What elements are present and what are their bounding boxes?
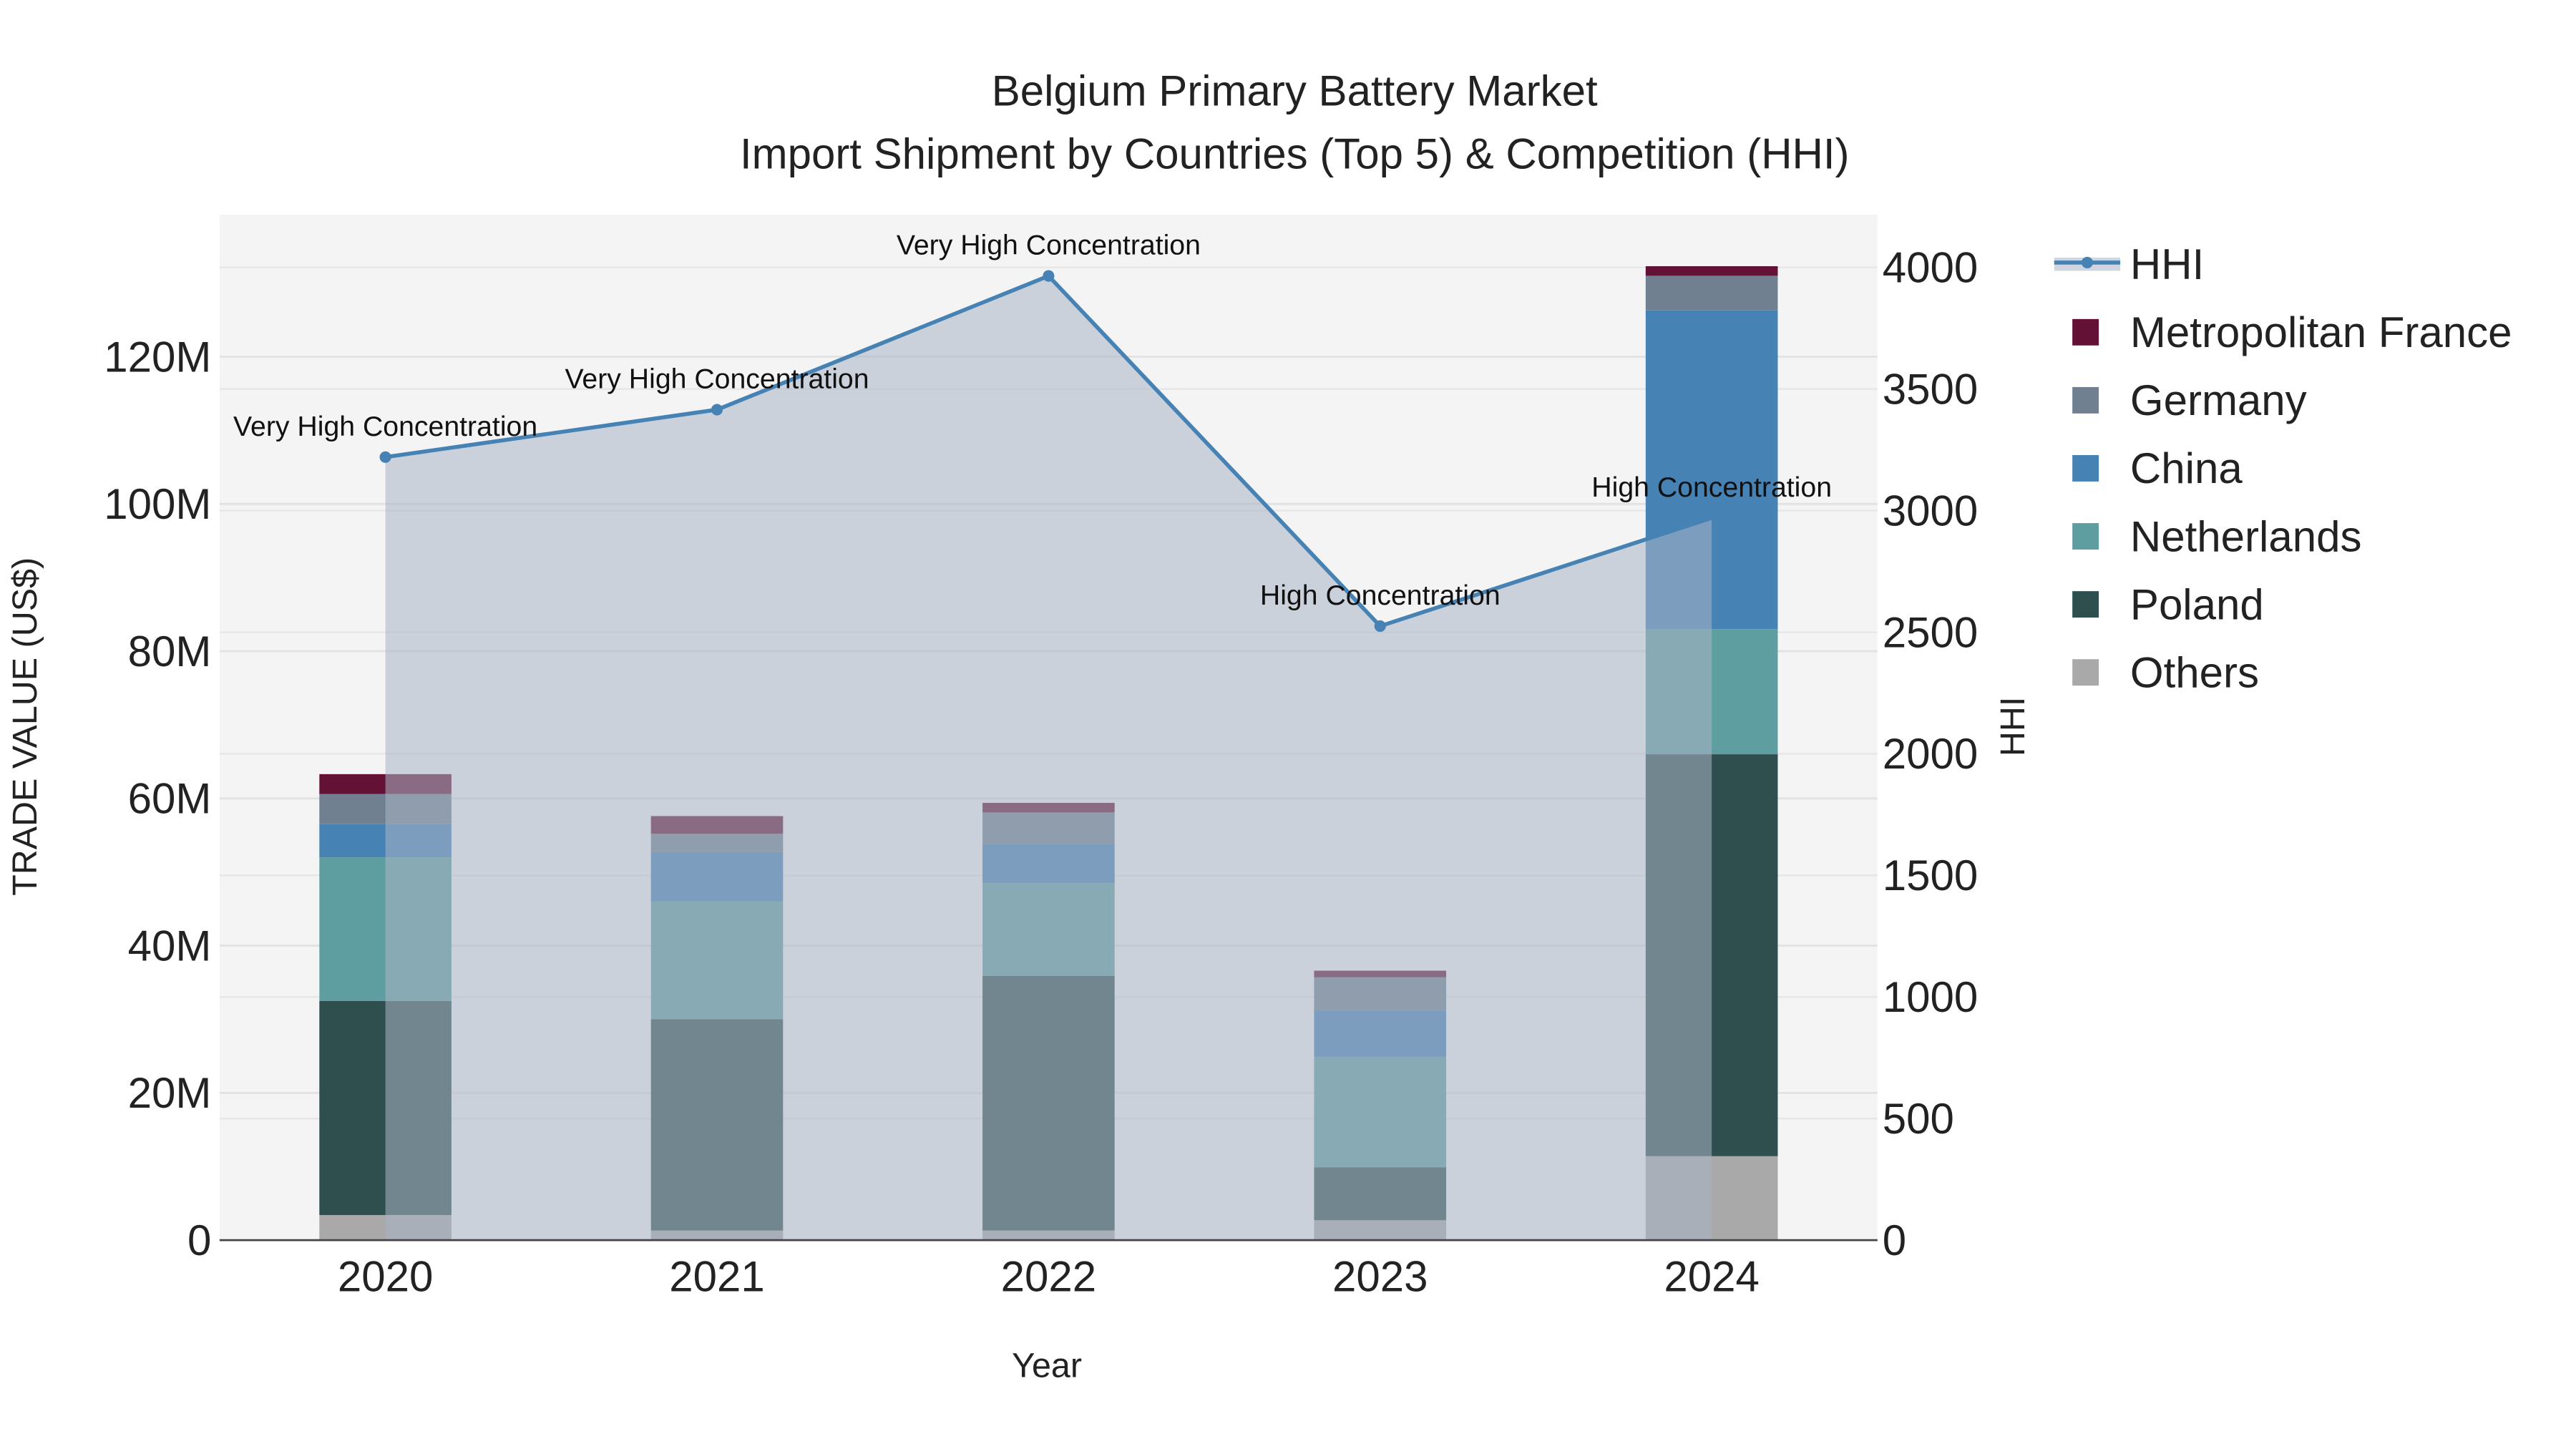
x-tick-label: 2022 bbox=[1001, 1253, 1096, 1301]
hhi-point bbox=[1374, 620, 1386, 633]
x-axis-label: Year bbox=[1012, 1347, 1082, 1385]
y-tick-label: 60M bbox=[128, 775, 212, 823]
hhi-point bbox=[379, 451, 391, 463]
y2-tick-label: 2500 bbox=[1883, 608, 1978, 656]
y-axis-label: TRADE VALUE (US$) bbox=[6, 557, 44, 896]
y2-tick-label: 0 bbox=[1883, 1216, 1906, 1264]
y2-tick-label: 3500 bbox=[1883, 365, 1978, 413]
bar-metropolitan-france-2024 bbox=[1645, 266, 1778, 276]
y2-tick-label: 1000 bbox=[1883, 973, 1978, 1021]
y2-tick-label: 4000 bbox=[1883, 244, 1978, 292]
legend-label: Others bbox=[2130, 648, 2259, 696]
legend-label: Netherlands bbox=[2130, 512, 2362, 560]
y-tick-label: 80M bbox=[128, 628, 212, 675]
hhi-annotation: Very High Concentration bbox=[897, 230, 1201, 261]
legend-hhi-marker bbox=[2081, 256, 2093, 268]
legend-swatch bbox=[2072, 318, 2099, 346]
legend-swatch bbox=[2072, 455, 2099, 482]
chart-subtitle: Import Shipment by Countries (Top 5) & C… bbox=[740, 130, 1850, 177]
hhi-annotation: High Concentration bbox=[1260, 580, 1501, 611]
hhi-annotation: Very High Concentration bbox=[233, 411, 537, 442]
hhi-point bbox=[711, 404, 723, 416]
x-tick-label: 2021 bbox=[669, 1253, 764, 1301]
y2-tick-label: 2000 bbox=[1883, 730, 1978, 778]
x-tick-label: 2024 bbox=[1664, 1253, 1759, 1301]
y-tick-label: 40M bbox=[128, 922, 212, 970]
hhi-point bbox=[1043, 270, 1055, 282]
legend-label: HHI bbox=[2130, 240, 2204, 288]
y-tick-label: 20M bbox=[128, 1069, 212, 1117]
y-tick-label: 100M bbox=[104, 480, 211, 528]
legend-label: Metropolitan France bbox=[2130, 308, 2512, 356]
y2-tick-label: 500 bbox=[1883, 1095, 1954, 1143]
legend-label: Germany bbox=[2130, 376, 2307, 424]
legend-swatch bbox=[2072, 591, 2099, 618]
hhi-annotation: High Concentration bbox=[1591, 472, 1832, 503]
y2-tick-label: 1500 bbox=[1883, 852, 1978, 899]
y2-axis-label: HHI bbox=[1994, 697, 2032, 756]
legend-label: China bbox=[2130, 444, 2243, 492]
bar-germany-2024 bbox=[1645, 275, 1778, 311]
y-tick-label: 120M bbox=[104, 333, 211, 381]
legend-swatch bbox=[2072, 659, 2099, 686]
hhi-area bbox=[385, 275, 1712, 1241]
y-tick-label: 0 bbox=[187, 1216, 211, 1264]
hhi-annotation: Very High Concentration bbox=[565, 364, 869, 395]
legend-label: Poland bbox=[2130, 580, 2264, 628]
chart-title: Belgium Primary Battery Market bbox=[992, 67, 1598, 115]
y2-tick-label: 3000 bbox=[1883, 487, 1978, 535]
legend-swatch bbox=[2072, 523, 2099, 550]
x-tick-label: 2023 bbox=[1332, 1253, 1428, 1301]
x-tick-label: 2020 bbox=[338, 1253, 433, 1301]
legend-swatch bbox=[2072, 386, 2099, 414]
